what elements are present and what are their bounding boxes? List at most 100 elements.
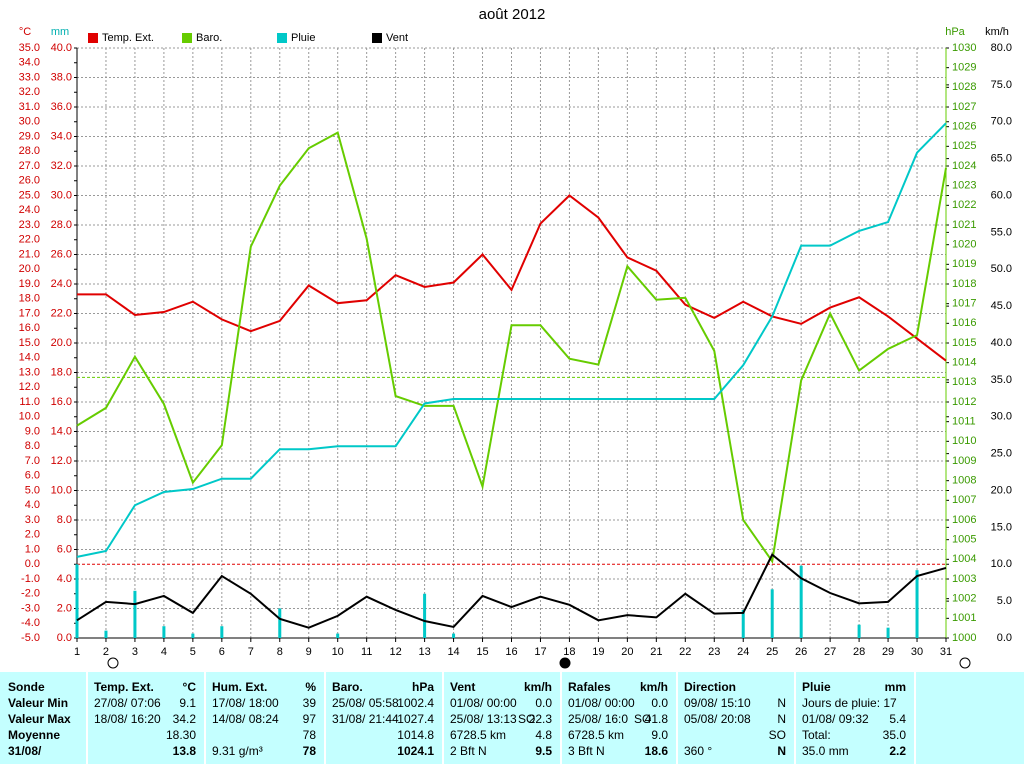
x-tick-label: 21 xyxy=(650,646,662,658)
cell-text: 01/08/ 00:00 xyxy=(568,696,635,710)
x-tick-label: 10 xyxy=(332,646,344,658)
y-tick-label: 20.0 xyxy=(51,337,72,349)
cell-text: 17/08/ 18:00 xyxy=(212,696,279,710)
x-tick-label: 24 xyxy=(737,646,749,658)
legend-label: Temp. Ext. xyxy=(102,32,154,44)
y-tick-label: 29.0 xyxy=(19,130,40,142)
y-tick-label: 12.0 xyxy=(19,381,40,393)
y-tick-label: 1015 xyxy=(952,337,976,349)
y-tick-label: 1030 xyxy=(952,42,976,54)
y-tick-label: 1027 xyxy=(952,101,976,113)
y-tick-label: 2.0 xyxy=(57,602,72,614)
column-title: Temp. Ext. xyxy=(94,680,154,694)
x-tick-label: 30 xyxy=(911,646,923,658)
x-tick-label: 4 xyxy=(161,646,167,658)
cell-value: 39 xyxy=(302,696,316,710)
y-tick-label: 1023 xyxy=(952,180,976,192)
x-tick-label: 18 xyxy=(563,646,575,658)
y-tick-label: 40.0 xyxy=(991,337,1012,349)
y-tick-label: 5.0 xyxy=(997,595,1012,607)
y-tick-label: 60.0 xyxy=(991,189,1012,201)
y-tick-label: 32.0 xyxy=(19,86,40,98)
rain-bar xyxy=(191,633,195,638)
y-tick-label: 0.0 xyxy=(997,632,1012,644)
cell-text: Jours de pluie: 17 xyxy=(802,696,897,710)
y-tick-label: 75.0 xyxy=(991,79,1012,91)
cell-value: 2.2 xyxy=(889,744,906,758)
y-tick-label: -3.0 xyxy=(21,602,40,614)
moon-phase-icon xyxy=(959,657,971,669)
y-tick-label: 1.0 xyxy=(25,543,40,555)
y-tick-label: 35.0 xyxy=(19,42,40,54)
cell-text: 01/08/ 09:32 xyxy=(802,712,869,726)
stats-column: Vent km/h 01/08/ 00:00 0.0 25/08/ 13:13 SO 22.… xyxy=(444,672,560,764)
cell-text: 9.31 g/m³ xyxy=(212,744,263,758)
y-tick-label: 15.0 xyxy=(991,521,1012,533)
x-tick-label: 23 xyxy=(708,646,720,658)
row-label: 31/08/ xyxy=(8,744,42,758)
cell-text: 14/08/ 08:24 xyxy=(212,712,279,726)
y-tick-label: 0.0 xyxy=(57,632,72,644)
y-tick-label: 1025 xyxy=(952,140,976,152)
stats-column: Baro. hPa 25/08/ 05:58 1002.4 31/08/ 21:44 10… xyxy=(326,672,442,764)
x-tick-label: 29 xyxy=(882,646,894,658)
x-tick-label: 3 xyxy=(132,646,138,658)
y-tick-label: 4.0 xyxy=(57,573,72,585)
cell-value: 0.0 xyxy=(535,696,552,710)
x-tick-label: 22 xyxy=(679,646,691,658)
stats-column: Temp. Ext. °C 27/08/ 07:06 9.1 18/08/ 16:20 3… xyxy=(88,672,204,764)
x-tick-label: 2 xyxy=(103,646,109,658)
cell-text: 360 ° xyxy=(684,744,713,758)
rain-bar xyxy=(423,593,427,638)
cell-value: 1002.4 xyxy=(397,696,434,710)
y-tick-label: 38.0 xyxy=(51,71,72,83)
y-tick-label: -1.0 xyxy=(21,573,40,585)
chart: août 2012 1 2 3 4 5 6 7 8 9 10 11 12 13 14 15 16 17 18 19 2… xyxy=(19,6,1012,669)
x-tick-label: 31 xyxy=(940,646,952,658)
y-tick-label: 28.0 xyxy=(51,219,72,231)
moon-phase-icon xyxy=(107,657,119,669)
chart-title: août 2012 xyxy=(479,6,546,23)
row-label: Moyenne xyxy=(8,728,61,742)
y-tick-label: 28.0 xyxy=(19,145,40,157)
y-tick-label: 1018 xyxy=(952,278,976,290)
column-title: Rafales xyxy=(568,680,611,694)
y-tick-label: 10.0 xyxy=(991,558,1012,570)
cell-value: 22.3 xyxy=(528,712,552,726)
cell-text: 6728.5 km xyxy=(450,728,507,742)
stats-column: Pluie mm Jours de pluie: 17 01/08/ 09:32 5.4… xyxy=(796,672,914,764)
moon-phase-icon xyxy=(559,657,571,669)
y-tick-label: 70.0 xyxy=(991,116,1012,128)
legend-swatch xyxy=(372,33,382,43)
cell-value: SO xyxy=(768,728,786,742)
legend-label: Baro. xyxy=(196,32,222,44)
stats-table: Sonde Valeur Min Valeur Max Moyenne 31/08/Te… xyxy=(0,672,1024,764)
rain-bar xyxy=(452,633,456,638)
y-tick-label: 40.0 xyxy=(51,42,72,54)
y-tick-label: 16.0 xyxy=(51,396,72,408)
cell-value: 34.2 xyxy=(172,712,196,726)
y-tick-label: 35.0 xyxy=(991,374,1012,386)
y-tick-label: -4.0 xyxy=(21,617,40,629)
cell-value: 1027.4 xyxy=(397,712,434,726)
series-line xyxy=(76,131,947,564)
y-tick-label: 23.0 xyxy=(19,219,40,231)
x-tick-label: 19 xyxy=(592,646,604,658)
column-title: Hum. Ext. xyxy=(212,680,268,694)
column-unit: °C xyxy=(182,680,196,694)
y-tick-label: 1001 xyxy=(952,612,976,624)
y-tick-label: 18.0 xyxy=(19,293,40,305)
x-tick-label: 14 xyxy=(447,646,459,658)
y-tick-label: 1024 xyxy=(952,160,976,172)
y-tick-label: 1020 xyxy=(952,239,976,251)
cell-text: 27/08/ 07:06 xyxy=(94,696,161,710)
cell-value: 1024.1 xyxy=(397,744,434,758)
column-unit: km/h xyxy=(523,680,552,694)
rain-bar xyxy=(741,609,745,638)
row-label: Valeur Min xyxy=(8,696,69,710)
y-tick-label: 65.0 xyxy=(991,153,1012,165)
x-tick-label: 20 xyxy=(621,646,633,658)
cell-text: 2 Bft N xyxy=(450,744,487,758)
y-tick-label: 20.0 xyxy=(19,263,40,275)
